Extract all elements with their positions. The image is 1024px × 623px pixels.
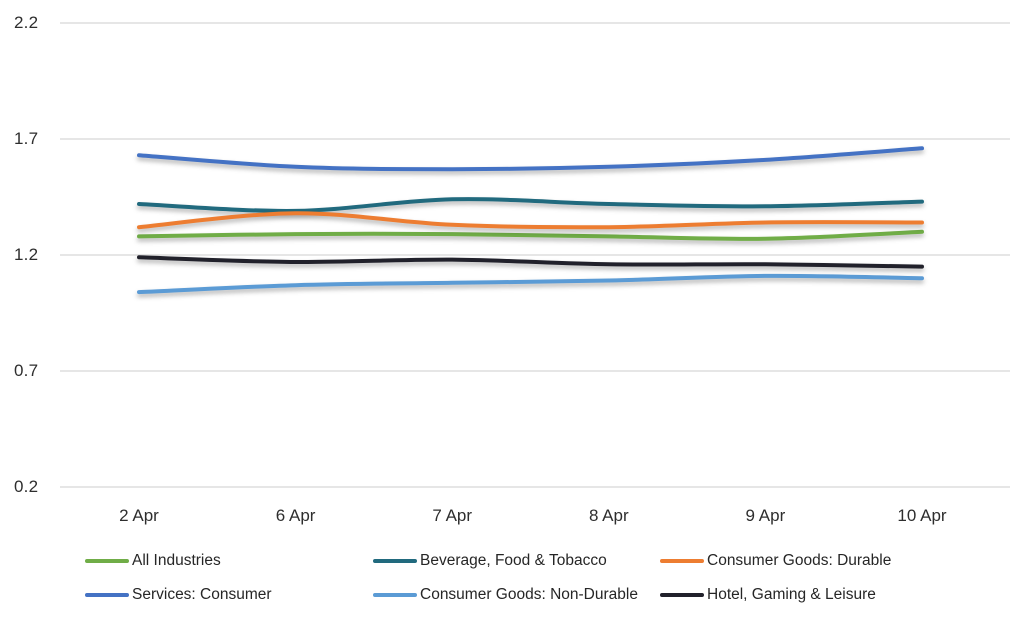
y-axis-tick-label: 2.2 [14, 13, 39, 32]
y-axis-tick-label: 1.7 [14, 129, 39, 148]
x-axis-tick-label: 10 Apr [897, 506, 947, 525]
y-axis-tick-label: 0.7 [14, 361, 39, 380]
legend-item: Beverage, Food & Tobacco [373, 552, 607, 570]
legend-label: All Industries [132, 552, 221, 569]
legend-label: Consumer Goods: Non-Durable [420, 586, 638, 603]
legend-item: Consumer Goods: Durable [660, 552, 891, 570]
series-line-all-industries [137, 229, 924, 241]
legend-item: Consumer Goods: Non-Durable [373, 586, 638, 604]
series-line-consumer-goods-non-durable [137, 273, 924, 295]
legend-label: Services: Consumer [132, 586, 272, 603]
legend-item: Services: Consumer [85, 586, 272, 604]
legend-label: Beverage, Food & Tobacco [420, 552, 607, 569]
legend-item: Hotel, Gaming & Leisure [660, 586, 876, 604]
legend-swatch [373, 593, 417, 597]
legend-swatch [85, 593, 129, 597]
legend-swatch [660, 559, 704, 563]
x-axis-tick-label: 6 Apr [275, 506, 316, 525]
series-line-consumer-goods-durable [137, 211, 924, 230]
legend-item: All Industries [85, 552, 221, 570]
y-axis-tick-label: 0.2 [14, 477, 39, 496]
legend-swatch [373, 559, 417, 563]
legend-swatch [660, 593, 704, 597]
x-axis-tick-label: 7 Apr [432, 506, 473, 525]
series-line-services-consumer [137, 146, 924, 172]
x-axis-tick-label: 8 Apr [588, 506, 629, 525]
series-line-beverage-food-tobacco [137, 197, 924, 213]
x-axis-tick-label: 2 Apr [119, 506, 159, 525]
y-axis-tick-label: 1.2 [14, 245, 39, 264]
series-line-hotel-gaming-leisure [137, 255, 924, 269]
legend-label: Consumer Goods: Durable [707, 552, 892, 569]
x-axis-tick-label: 9 Apr [745, 506, 786, 525]
legend-label: Hotel, Gaming & Leisure [707, 586, 876, 603]
legend-swatch [85, 559, 129, 563]
